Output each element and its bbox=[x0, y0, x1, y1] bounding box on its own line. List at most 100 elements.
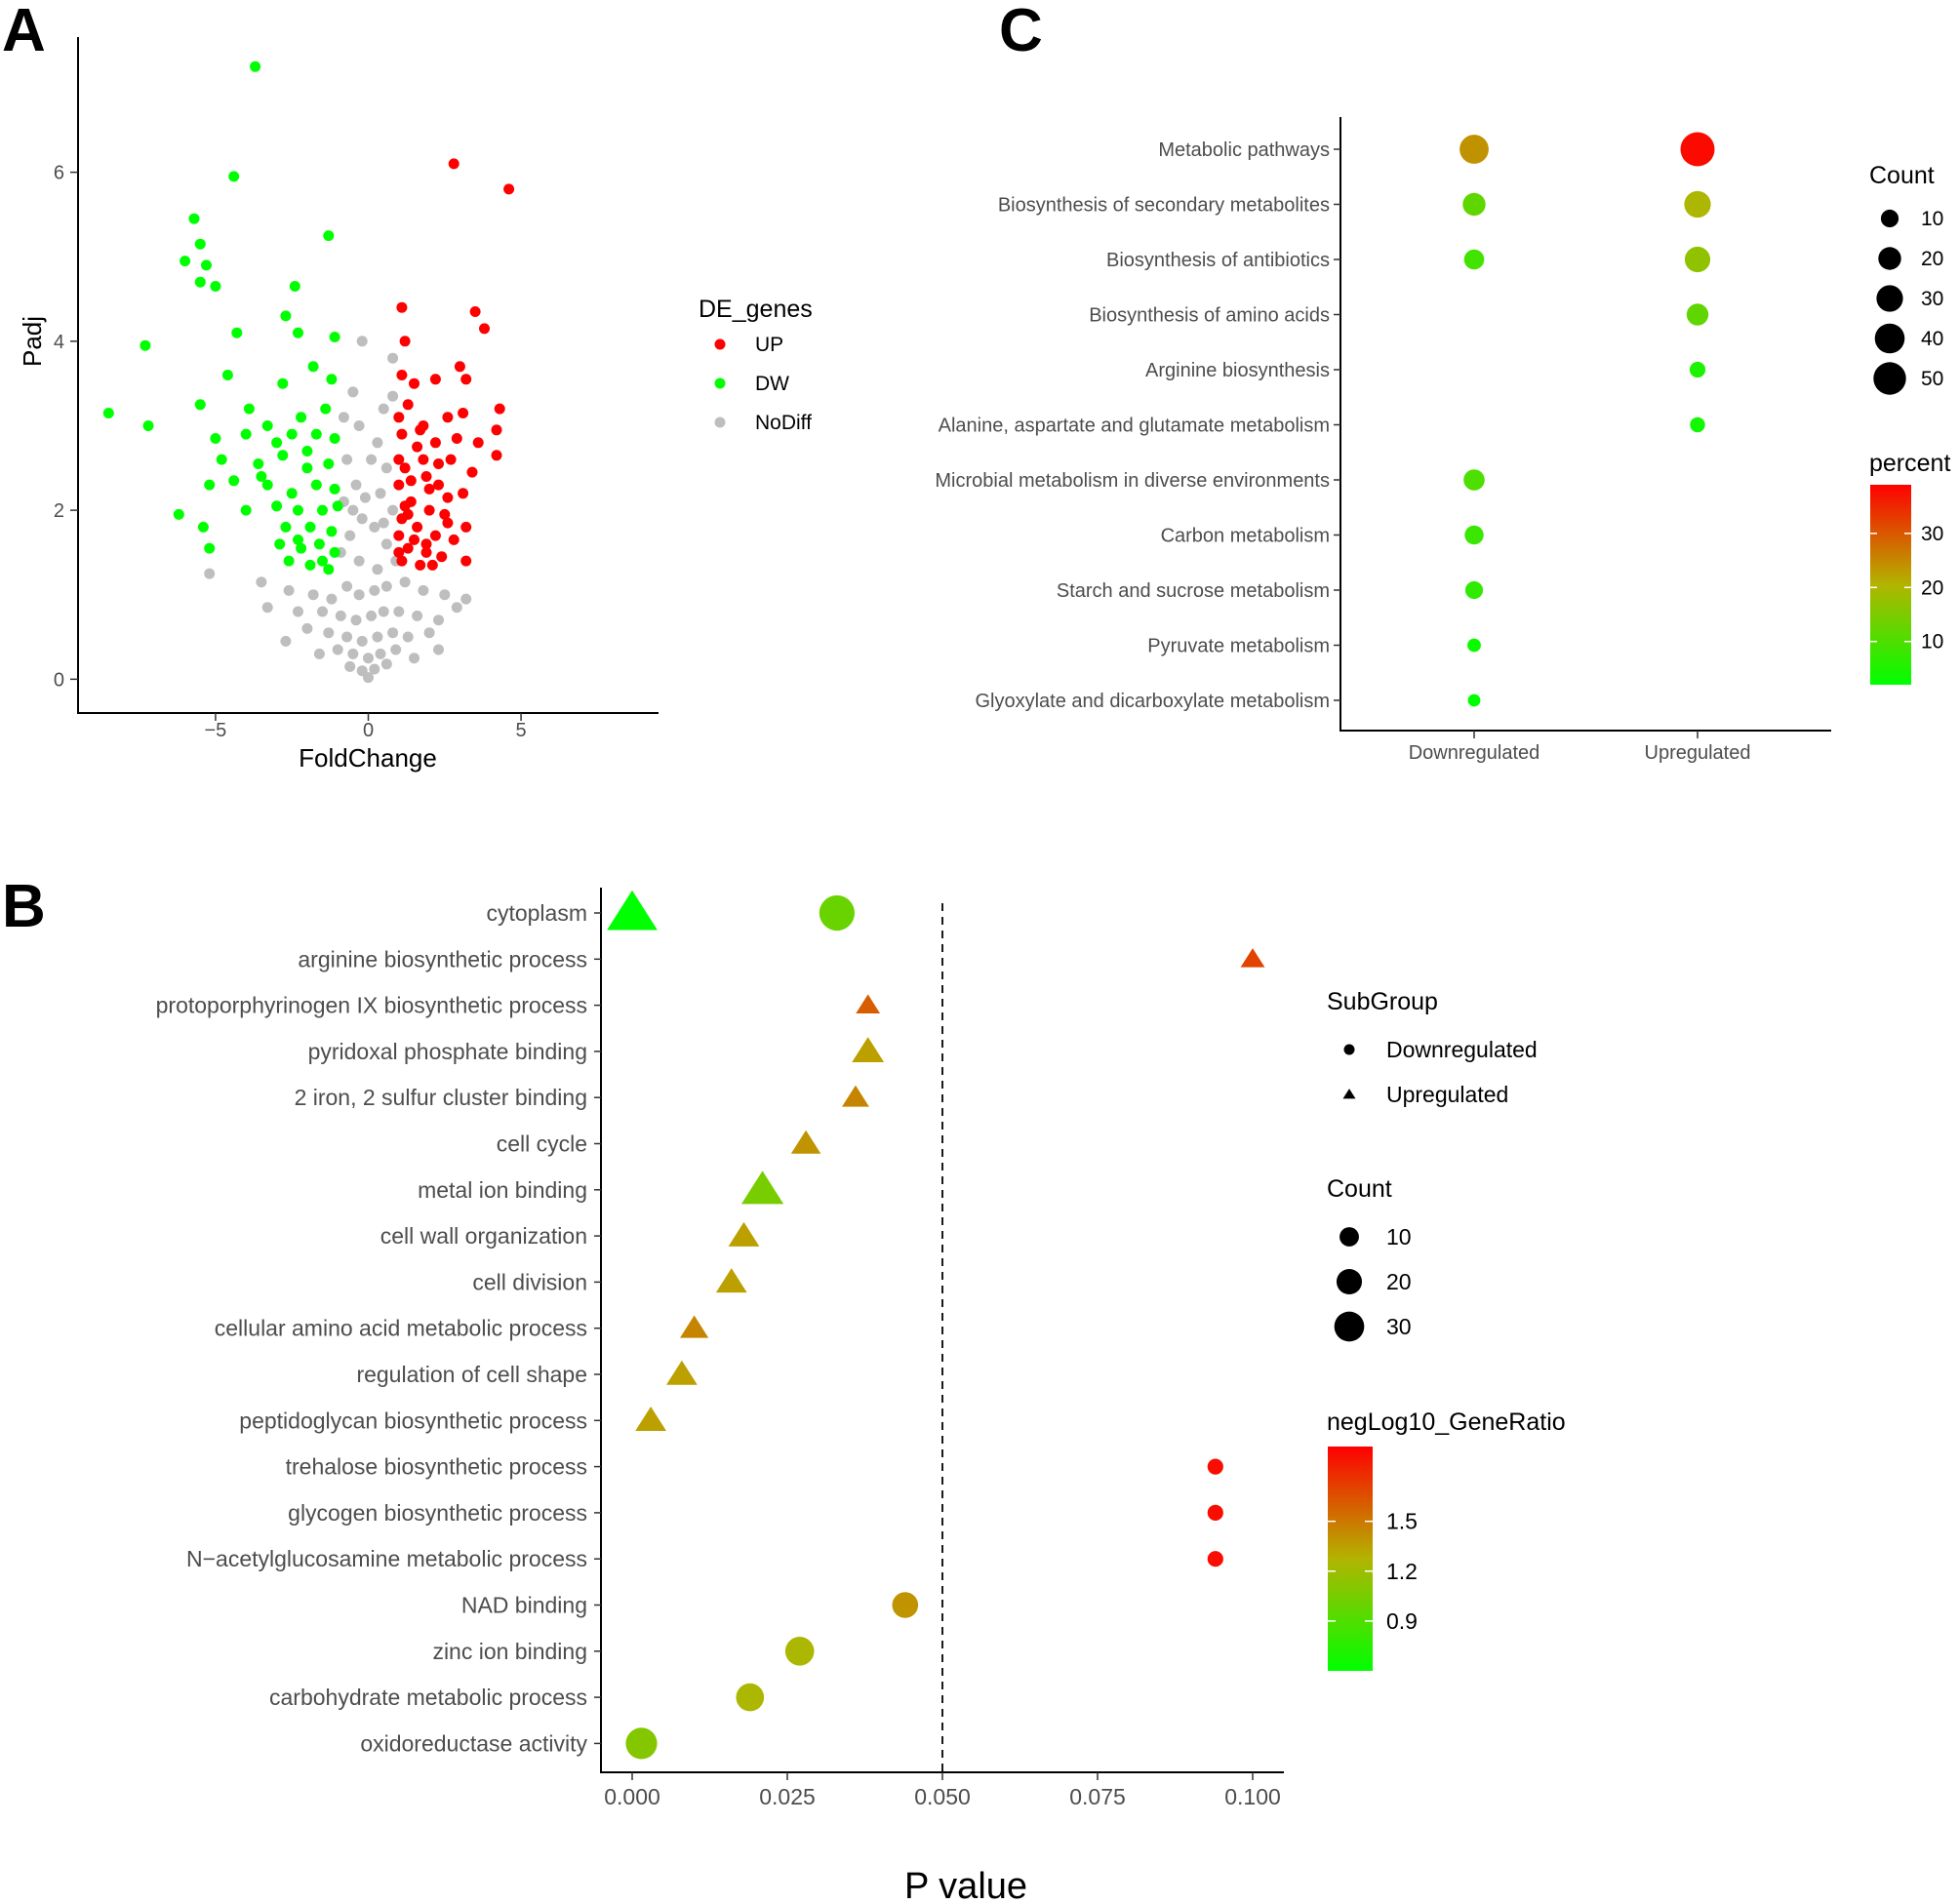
volcano-legend-key bbox=[714, 338, 726, 350]
go-point-circle bbox=[1207, 1458, 1223, 1475]
volcano-y-tick-label: 4 bbox=[54, 332, 64, 353]
volcano-point-nodiff bbox=[344, 530, 356, 541]
volcano-point-dw bbox=[194, 399, 206, 411]
volcano-point-up bbox=[396, 428, 408, 440]
go-point-triangle bbox=[1240, 948, 1265, 968]
volcano-point-nodiff bbox=[378, 517, 389, 529]
kegg-category-label: Starch and sucrose metabolism bbox=[1057, 580, 1330, 602]
volcano-point-dw bbox=[228, 475, 240, 487]
volcano-point-dw bbox=[256, 471, 267, 482]
volcano-point-nodiff bbox=[353, 420, 365, 431]
volcano-point-dw bbox=[201, 259, 212, 271]
volcano-point-up bbox=[503, 183, 515, 195]
volcano-point-nodiff bbox=[356, 513, 368, 525]
volcano-point-up bbox=[420, 546, 432, 558]
volcano-point-nodiff bbox=[363, 672, 374, 684]
volcano-point-dw bbox=[329, 433, 340, 444]
volcano-point-up bbox=[399, 462, 411, 474]
volcano-point-up bbox=[458, 488, 469, 499]
go-category-label: cell cycle bbox=[497, 1131, 587, 1157]
kegg-point bbox=[1464, 525, 1484, 545]
volcano-point-nodiff bbox=[366, 454, 378, 465]
volcano-point-nodiff bbox=[402, 631, 414, 643]
volcano-point-nodiff bbox=[347, 648, 359, 659]
go-point-triangle bbox=[852, 1037, 885, 1063]
kegg-point bbox=[1684, 190, 1711, 218]
volcano-x-ticks: −5 0 5 bbox=[205, 713, 527, 741]
volcano-point-up bbox=[393, 479, 405, 491]
volcano-point-up bbox=[396, 370, 408, 380]
go-point-triangle bbox=[842, 1085, 869, 1107]
volcano-point-dw bbox=[286, 488, 298, 499]
go-category-label: glycogen biosynthetic process bbox=[288, 1500, 587, 1526]
go-colorbar-bar bbox=[1328, 1447, 1373, 1671]
kegg-point bbox=[1684, 246, 1711, 273]
volcano-point-nodiff bbox=[387, 352, 399, 364]
volcano-point-up bbox=[460, 521, 472, 533]
go-category-label: 2 iron, 2 sulfur cluster binding bbox=[295, 1085, 587, 1110]
volcano-point-dw bbox=[271, 437, 283, 449]
volcano-point-up bbox=[415, 424, 426, 436]
go-point-triangle bbox=[740, 1170, 784, 1205]
volcano-point-dw bbox=[221, 370, 233, 380]
volcano-point-nodiff bbox=[261, 602, 273, 614]
volcano-point-nodiff bbox=[369, 521, 380, 533]
volcano-point-up bbox=[436, 551, 448, 563]
kegg-point bbox=[1459, 135, 1489, 164]
go-size-legend: Count 10 20 30 bbox=[1327, 1175, 1412, 1342]
volcano-point-nodiff bbox=[204, 568, 216, 579]
volcano-point-nodiff bbox=[409, 653, 420, 664]
kegg-point bbox=[1686, 303, 1709, 326]
volcano-point-dw bbox=[317, 504, 328, 516]
go-size-legend-key bbox=[1336, 1268, 1363, 1295]
volcano-point-up bbox=[491, 424, 502, 436]
volcano-point-nodiff bbox=[366, 610, 378, 621]
volcano-point-nodiff bbox=[390, 644, 402, 655]
go-category-labels: cytoplasm arginine biosynthetic process pr… bbox=[156, 900, 601, 1756]
volcano-point-dw bbox=[228, 171, 240, 182]
volcano-point-nodiff bbox=[280, 635, 292, 647]
go-color-legend: negLog10_GeneRatio 1.5 1.2 0.9 bbox=[1327, 1408, 1566, 1671]
volcano-point-dw bbox=[271, 500, 283, 512]
go-shape-legend-key bbox=[1342, 1089, 1356, 1099]
kegg-category-label: Microbial metabolism in diverse environm… bbox=[935, 470, 1330, 492]
volcano-point-nodiff bbox=[380, 462, 392, 474]
go-shape-legend-items: Downregulated Upregulated bbox=[1342, 1037, 1538, 1107]
volcano-point-nodiff bbox=[375, 648, 386, 659]
volcano-point-nodiff bbox=[338, 412, 349, 423]
go-category-label: carbohydrate metabolic process bbox=[269, 1685, 587, 1710]
go-shape-legend-key bbox=[1343, 1044, 1355, 1055]
go-size-legend-items: 10 20 30 bbox=[1334, 1224, 1412, 1342]
volcano-point-nodiff bbox=[372, 631, 383, 643]
go-point-triangle bbox=[607, 890, 658, 931]
volcano-point-nodiff bbox=[378, 606, 389, 617]
volcano-point-dw bbox=[307, 361, 319, 373]
volcano-point-dw bbox=[140, 339, 151, 351]
kegg-point bbox=[1462, 192, 1486, 217]
volcano-point-dw bbox=[326, 374, 338, 385]
volcano-point-up bbox=[458, 408, 469, 418]
kegg-size-legend-items: 10 20 30 40 50 bbox=[1873, 208, 1943, 395]
kegg-category-labels: Metabolic pathways Biosynthesis of second… bbox=[935, 139, 1340, 712]
volcano-point-up bbox=[402, 542, 414, 554]
kegg-category-label: Pyruvate metabolism bbox=[1147, 636, 1330, 657]
volcano-point-dw bbox=[102, 408, 114, 418]
volcano-point-up bbox=[442, 517, 454, 529]
volcano-point-nodiff bbox=[313, 648, 325, 659]
volcano-point-up bbox=[454, 361, 465, 373]
volcano-y-tick-label: 6 bbox=[54, 163, 64, 184]
volcano-legend-label: DW bbox=[755, 373, 789, 395]
go-category-label: zinc ion binding bbox=[432, 1639, 587, 1664]
kegg-points bbox=[1459, 132, 1715, 707]
volcano-point-up bbox=[460, 374, 472, 385]
volcano-point-up bbox=[429, 530, 441, 541]
go-category-label: metal ion binding bbox=[418, 1177, 587, 1203]
volcano-point-nodiff bbox=[423, 627, 435, 639]
volcano-point-nodiff bbox=[433, 615, 444, 626]
volcano-point-nodiff bbox=[356, 635, 368, 647]
volcano-point-nodiff bbox=[460, 593, 472, 605]
go-category-label: trehalose biosynthetic process bbox=[286, 1454, 587, 1480]
volcano-point-nodiff bbox=[380, 580, 392, 592]
kegg-category-label: Alanine, aspartate and glutamate metabol… bbox=[939, 416, 1330, 437]
